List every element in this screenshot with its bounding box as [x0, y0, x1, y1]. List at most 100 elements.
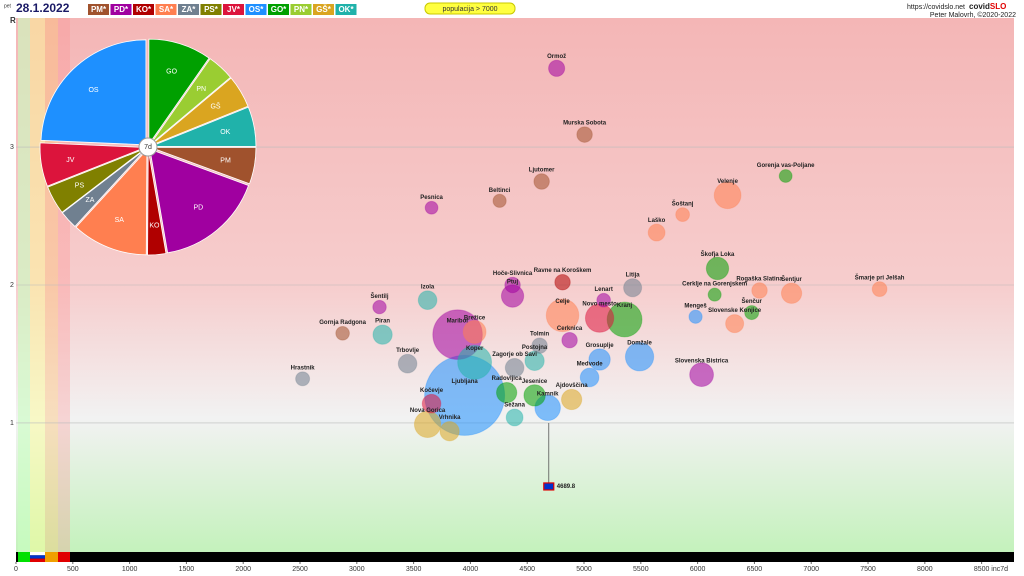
y-axis-label: R: [10, 16, 16, 25]
x-tick-label: 5500: [633, 566, 649, 573]
region-label: PS*: [204, 5, 219, 14]
point-label: Rogaška Slatina: [736, 276, 783, 282]
point-label: Gornja Radgona: [319, 320, 366, 326]
point-label: Trbovlje: [396, 348, 420, 354]
region-button[interactable]: [268, 4, 289, 15]
point-label: Slovenske Konjice: [708, 308, 762, 314]
y-tick-label: 3: [10, 144, 14, 151]
point-label: Litija: [626, 272, 641, 278]
point-label: Grosuplje: [586, 343, 615, 349]
point-label: Domžale: [627, 340, 652, 346]
pie-label: KO: [149, 222, 160, 229]
point-label: Jesenice: [522, 379, 548, 385]
pie-slice: [149, 148, 250, 254]
scale-bar: [16, 552, 1014, 562]
region-button[interactable]: [155, 4, 177, 15]
bubble: [623, 278, 643, 298]
scale-bar: [45, 552, 58, 562]
region-button[interactable]: [245, 4, 267, 15]
brand-a: covid: [969, 2, 990, 11]
region-label: ZA*: [182, 5, 197, 14]
date: 28.1.2022: [16, 1, 70, 15]
bubble: [413, 410, 442, 439]
bubble: [778, 169, 793, 183]
pie-label: PS: [75, 183, 85, 190]
bubble: [688, 309, 703, 324]
bubble: [372, 324, 393, 345]
x-axis-label: inc7d: [991, 566, 1008, 573]
filter: populacija > 7000: [442, 6, 497, 13]
point-label: Izola: [421, 284, 435, 290]
bubble: [417, 290, 438, 310]
bubble: [675, 207, 690, 222]
credit: Peter Malovrh, ©2020-2022: [930, 11, 1016, 19]
point-label: Maribor: [447, 318, 470, 324]
point-label: Radovljica: [492, 376, 523, 382]
bubble: [421, 393, 442, 414]
pie-slice: [150, 77, 249, 146]
region-label: SA*: [159, 5, 174, 14]
bubble: [554, 274, 571, 291]
bubble: [457, 344, 493, 380]
point-label: Šenčur: [742, 297, 763, 305]
region-label: PM*: [91, 5, 107, 14]
x-tick-label: 500: [67, 566, 79, 573]
x-tick-label: 2000: [235, 566, 251, 573]
bubble: [624, 342, 655, 372]
pie-center-label: 7d: [144, 144, 152, 151]
pie-center: [138, 137, 158, 157]
bubble: [335, 326, 350, 341]
pie-label: OK: [220, 129, 230, 136]
point-label: Murska Sobota: [563, 120, 607, 126]
point-label: Laško: [648, 218, 666, 224]
pie-slice: [147, 149, 167, 256]
region-label: PN*: [294, 5, 309, 14]
region-label: PD*: [114, 5, 129, 14]
region-button[interactable]: [313, 4, 334, 15]
region-label: JV*: [227, 5, 241, 14]
bubble: [492, 193, 507, 208]
point-label: Škofja Loka: [701, 250, 735, 258]
bubble: [744, 305, 760, 321]
bubble: [707, 287, 722, 302]
region-button[interactable]: [223, 4, 244, 15]
pie-slice: [75, 148, 148, 256]
y-tick-label: 1: [10, 420, 14, 427]
point-label: Zagorje ob Savi: [492, 352, 537, 358]
point-label: Ljubljana: [451, 379, 478, 385]
pie-label: GO: [166, 69, 177, 76]
scale-bar: [58, 552, 70, 562]
region-button[interactable]: [335, 4, 357, 15]
bubble: [780, 282, 803, 304]
url[interactable]: https://covidslo.net: [907, 4, 965, 11]
bubble: [588, 348, 611, 371]
x-tick-label: 0: [14, 566, 18, 573]
point-label: Gorenja vas-Poljane: [757, 163, 815, 169]
point-label: Velenje: [717, 179, 738, 185]
pie-label: SA: [115, 217, 125, 224]
pie-slice: [39, 142, 146, 187]
filter-pill[interactable]: [424, 2, 516, 15]
pie-slice: [61, 148, 147, 228]
bubble: [545, 298, 580, 333]
bubble: [424, 200, 439, 215]
bubble: [725, 314, 745, 334]
point-label: Postojna: [522, 345, 548, 351]
pie-label: JV: [66, 157, 75, 164]
bubble: [504, 357, 525, 378]
point-label: Ravne na Koroškem: [534, 268, 592, 274]
point-label: Hrastnik: [291, 365, 316, 371]
region-button[interactable]: [110, 4, 132, 15]
region-button[interactable]: [133, 4, 154, 15]
point-label: Koper: [466, 346, 484, 352]
x-tick-label: 8500: [974, 566, 990, 573]
point-label: Pesnica: [420, 195, 443, 201]
brand: covidSLO: [969, 2, 1006, 11]
pie-slice: [47, 148, 146, 213]
x-tick-label: 2500: [292, 566, 308, 573]
region-button[interactable]: [88, 4, 109, 15]
region-button[interactable]: [200, 4, 222, 15]
point-label: Tolmin: [530, 332, 550, 338]
region-button[interactable]: [290, 4, 312, 15]
region-button[interactable]: [178, 4, 199, 15]
